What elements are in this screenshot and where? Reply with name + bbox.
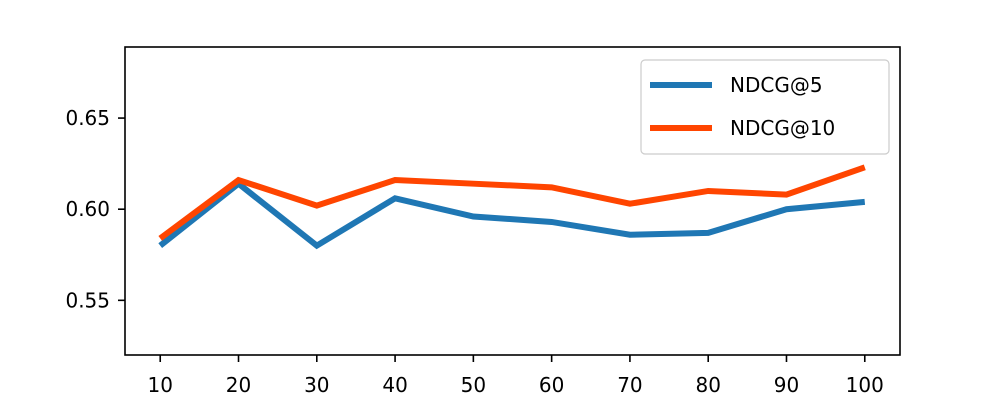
x-tick-label-60: 60 bbox=[539, 373, 564, 397]
x-tick-label-40: 40 bbox=[382, 373, 407, 397]
plot-frame bbox=[124, 46, 901, 356]
y-tick-label-0.65: 0.65 bbox=[65, 106, 110, 130]
series-layer bbox=[158, 164, 866, 250]
x-tick-label-20: 20 bbox=[226, 373, 251, 397]
x-tick-label-50: 50 bbox=[461, 373, 486, 397]
y-axis: 0.55 0.60 0.65 bbox=[65, 106, 125, 312]
legend-label-ndcg10: NDCG@10 bbox=[730, 116, 835, 140]
y-tick-label-0.55: 0.55 bbox=[65, 288, 110, 312]
legend: NDCG@5 NDCG@10 bbox=[640, 59, 890, 155]
x-tick-label-70: 70 bbox=[617, 373, 642, 397]
x-tick-label-30: 30 bbox=[304, 373, 329, 397]
legend-label-ndcg5: NDCG@5 bbox=[730, 73, 823, 97]
x-tick-label-100: 100 bbox=[846, 373, 884, 397]
y-tick-label-0.60: 0.60 bbox=[65, 197, 110, 221]
series-line-ndcg5 bbox=[158, 179, 866, 250]
series-line-ndcg10 bbox=[158, 164, 866, 241]
x-axis: 10 20 30 40 50 60 70 80 90 100 bbox=[148, 355, 884, 397]
x-tick-label-10: 10 bbox=[148, 373, 173, 397]
x-tick-label-90: 90 bbox=[774, 373, 799, 397]
x-tick-label-80: 80 bbox=[695, 373, 720, 397]
